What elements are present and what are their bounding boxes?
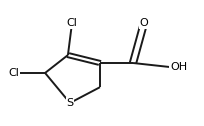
Text: S: S: [67, 98, 73, 108]
Text: Cl: Cl: [67, 18, 78, 28]
Text: O: O: [140, 18, 148, 28]
Text: OH: OH: [170, 62, 187, 72]
Text: Cl: Cl: [9, 68, 20, 78]
